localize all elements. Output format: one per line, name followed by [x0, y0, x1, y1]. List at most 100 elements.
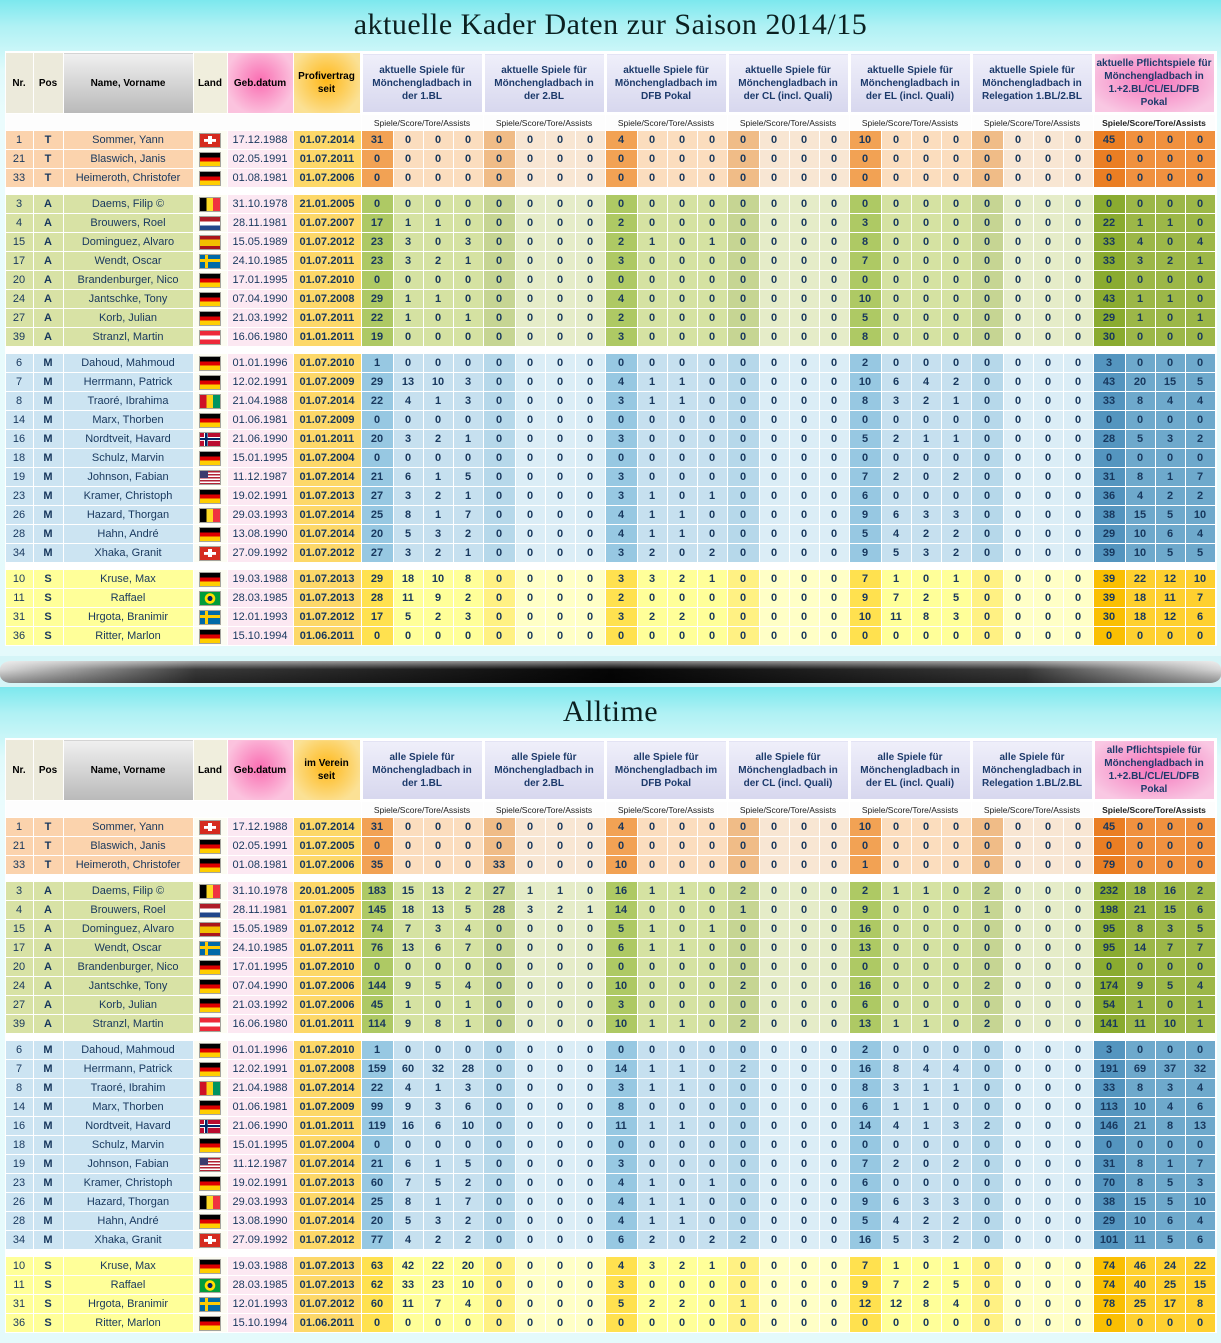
stat-group2-spiele: 0: [482, 505, 516, 525]
stat-group2-assists: 0: [574, 1014, 606, 1034]
stat-group6-score: 0: [1002, 543, 1034, 563]
stat-group3-assists: 0: [696, 995, 728, 1015]
stat-group3-spiele: 6: [604, 1230, 638, 1250]
stat-group1-score: 0: [392, 149, 424, 169]
stat-group5-score: 0: [880, 448, 912, 468]
stat-subheader-2: Spiele/Score/Tore/Assists: [482, 800, 606, 818]
stat-group3-assists: 0: [696, 1135, 728, 1155]
stat-group5-score: 0: [880, 938, 912, 958]
stat-group5-score: 3: [880, 391, 912, 411]
stat-group6-assists: 0: [1062, 130, 1094, 150]
stat-group7-tore: 2: [1154, 486, 1186, 506]
stat-group2-tore: 0: [544, 327, 576, 347]
stat-group5-score: 4: [880, 1116, 912, 1136]
stat-group7-tore: 15: [1154, 372, 1186, 392]
stat-group4-score: 0: [758, 353, 790, 373]
stat-group3-spiele: 3: [604, 569, 638, 589]
stat-group2-assists: 0: [574, 194, 606, 214]
stat-group5-tore: 2: [910, 524, 942, 544]
stat-subheader-3: Spiele/Score/Tore/Assists: [604, 113, 728, 131]
position-group-spacer: [5, 1249, 1215, 1257]
stat-group7-tore: 4: [1154, 1097, 1186, 1117]
stat-group6-spiele: 0: [970, 149, 1004, 169]
stat-group6-tore: 0: [1032, 213, 1064, 233]
stat-group4-assists: 0: [818, 1313, 850, 1333]
stat-group2-score: 0: [514, 353, 546, 373]
stat-group3-score: 0: [636, 626, 668, 646]
stat-group7-score: 1: [1124, 308, 1156, 328]
stat-group4-assists: 0: [818, 213, 850, 233]
stat-group7-tore: 0: [1154, 308, 1186, 328]
stat-group6-score: 0: [1002, 1014, 1034, 1034]
player-position: A: [32, 995, 64, 1015]
stat-group4-tore: 0: [788, 1154, 820, 1174]
stat-group2-tore: 0: [544, 213, 576, 233]
stat-group5-assists: 4: [940, 1059, 972, 1079]
stat-group6-assists: 0: [1062, 855, 1094, 875]
stat-group1-assists: 2: [452, 588, 484, 608]
stat-group2-spiele: 0: [482, 410, 516, 430]
stat-group2-tore: 0: [544, 1116, 576, 1136]
stat-group2-spiele: 0: [482, 168, 516, 188]
stat-group2-spiele: 0: [482, 1040, 516, 1060]
stat-group5-spiele: 13: [848, 1014, 882, 1034]
stat-group7-tore: 3: [1154, 919, 1186, 939]
stat-group2-tore: 0: [544, 524, 576, 544]
current-season-title: aktuelle Kader Daten zur Saison 2014/15: [353, 8, 868, 41]
player-row: 3 A Daems, Filip © 31.10.1978 20.01.2005 183 1…: [4, 881, 1216, 901]
flag-ch-icon: [199, 819, 221, 835]
stat-group6-assists: 0: [1062, 836, 1094, 856]
stat-group5-assists: 0: [940, 149, 972, 169]
flag-de-icon: [199, 959, 221, 975]
stat-group7-spiele: 174: [1092, 976, 1126, 996]
stat-group6-tore: 0: [1032, 149, 1064, 169]
stat-group3-tore: 0: [666, 232, 698, 252]
stat-group5-spiele: 5: [848, 429, 882, 449]
stat-group5-score: 0: [880, 1040, 912, 1060]
player-country: [192, 168, 228, 188]
stat-group2-score: 1: [514, 881, 546, 901]
stat-group2-tore: 0: [544, 1173, 576, 1193]
player-country: [192, 1059, 228, 1079]
stat-group6-score: 0: [1002, 505, 1034, 525]
player-row: 4 A Brouwers, Roel 28.11.1981 01.07.2007 17 1 1…: [4, 213, 1216, 233]
stat-group7-spiele: 33: [1092, 232, 1126, 252]
player-name: Heimeroth, Christofer: [62, 168, 194, 188]
stat-group5-assists: 0: [940, 486, 972, 506]
stat-group3-spiele: 4: [604, 817, 638, 837]
stat-group2-score: 0: [514, 976, 546, 996]
stat-group4-score: 0: [758, 1256, 790, 1276]
stat-group5-score: 3: [880, 1078, 912, 1098]
stat-group6-score: 0: [1002, 327, 1034, 347]
stat-group5-assists: 0: [940, 448, 972, 468]
stat-group5-score: 0: [880, 900, 912, 920]
stat-group7-score: 0: [1124, 353, 1156, 373]
flag-se-icon: [199, 940, 221, 956]
stat-group3-score: 0: [636, 1040, 668, 1060]
stat-group5-assists: 1: [940, 1256, 972, 1276]
stat-group1-spiele: 45: [360, 995, 394, 1015]
stat-group6-assists: 0: [1062, 1059, 1094, 1079]
stat-group6-spiele: 0: [970, 130, 1004, 150]
player-country: [192, 836, 228, 856]
player-country: [192, 486, 228, 506]
stat-group6-tore: 0: [1032, 1014, 1064, 1034]
stat-group6-assists: 0: [1062, 327, 1094, 347]
stat-group6-tore: 0: [1032, 836, 1064, 856]
stat-group4-tore: 0: [788, 1097, 820, 1117]
player-number: 20: [4, 270, 34, 290]
stat-group6-assists: 0: [1062, 881, 1094, 901]
stat-group5-assists: 0: [940, 995, 972, 1015]
stat-group6-assists: 0: [1062, 569, 1094, 589]
stat-group-header-3: alle Spiele für Mönchengladbach im DFB P…: [603, 738, 729, 802]
stat-group6-score: 0: [1002, 1116, 1034, 1136]
flag-gn-icon: [199, 1080, 221, 1096]
stat-group5-score: 0: [880, 957, 912, 977]
stat-group6-assists: 0: [1062, 410, 1094, 430]
stat-group1-score: 4: [392, 1230, 424, 1250]
stat-group4-score: 0: [758, 1097, 790, 1117]
stat-group5-tore: 0: [910, 213, 942, 233]
player-name: Wendt, Oscar: [62, 251, 194, 271]
player-birthdate: 07.04.1990: [226, 289, 294, 309]
stat-group1-assists: 0: [452, 1135, 484, 1155]
